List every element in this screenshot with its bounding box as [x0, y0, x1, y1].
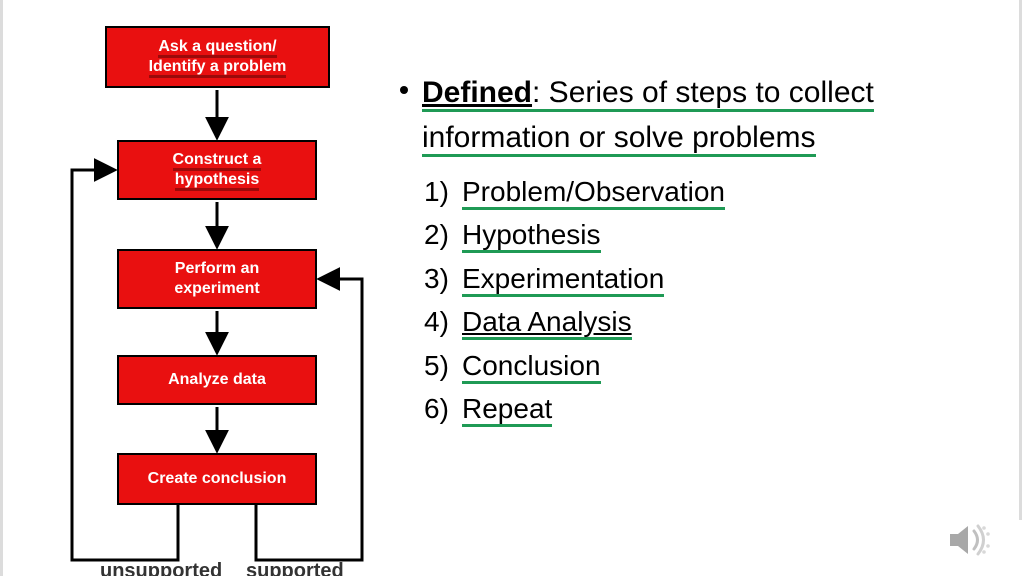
speaker-icon[interactable]: [944, 516, 992, 564]
list-item: 4) Data Analysis: [462, 300, 990, 343]
right-rule: [1019, 0, 1022, 520]
left-rule: [0, 0, 3, 576]
step-label: Hypothesis: [462, 219, 601, 253]
unsupported-label: unsupported: [100, 560, 222, 576]
flow-box-analyze-line1-label: Analyze data: [168, 371, 266, 388]
flow-box-experiment-line2-label: experiment: [174, 280, 259, 297]
definition-block: Defined: Series of steps to collect info…: [400, 70, 990, 430]
step-label: Data Analysis: [462, 306, 632, 340]
list-item: 2) Hypothesis: [462, 213, 990, 256]
step-label: Repeat: [462, 393, 552, 427]
flow-box-hypothesis-line1-label: Construct a: [173, 151, 262, 171]
step-label: Experimentation: [462, 263, 664, 297]
page-root: Ask a question/ Identify a problem Const…: [0, 0, 1024, 576]
bullet-icon: [400, 86, 408, 94]
flow-box-hypothesis: Construct a hypothesis: [117, 140, 317, 200]
step-label: Problem/Observation: [462, 176, 725, 210]
defined-text: Defined: Series of steps to collect info…: [422, 70, 990, 160]
bullet-row: Defined: Series of steps to collect info…: [400, 70, 990, 160]
flow-box-conclusion: Create conclusion: [117, 453, 317, 505]
supported-label: supported: [246, 560, 344, 576]
list-item: 1) Problem/Observation: [462, 170, 990, 213]
list-item: 5) Conclusion: [462, 344, 990, 387]
list-item: 3) Experimentation: [462, 257, 990, 300]
list-item: 6) Repeat: [462, 387, 990, 430]
flow-box-experiment: Perform an experiment: [117, 249, 317, 309]
flow-box-ask: Ask a question/ Identify a problem: [105, 26, 330, 88]
defined-label: Defined: [422, 76, 532, 109]
flow-box-conclusion-line1-label: Create conclusion: [148, 470, 287, 487]
flow-box-hypothesis-line2-label: hypothesis: [175, 171, 259, 191]
step-label: Conclusion: [462, 350, 601, 384]
flow-box-ask-line1-label: Ask a question/: [158, 38, 276, 58]
flow-box-analyze: Analyze data: [117, 355, 317, 405]
flow-box-ask-line2-label: Identify a problem: [149, 58, 287, 78]
steps-list: 1) Problem/Observation 2) Hypothesis 3) …: [400, 170, 990, 430]
flow-box-experiment-line1-label: Perform an: [175, 260, 259, 277]
